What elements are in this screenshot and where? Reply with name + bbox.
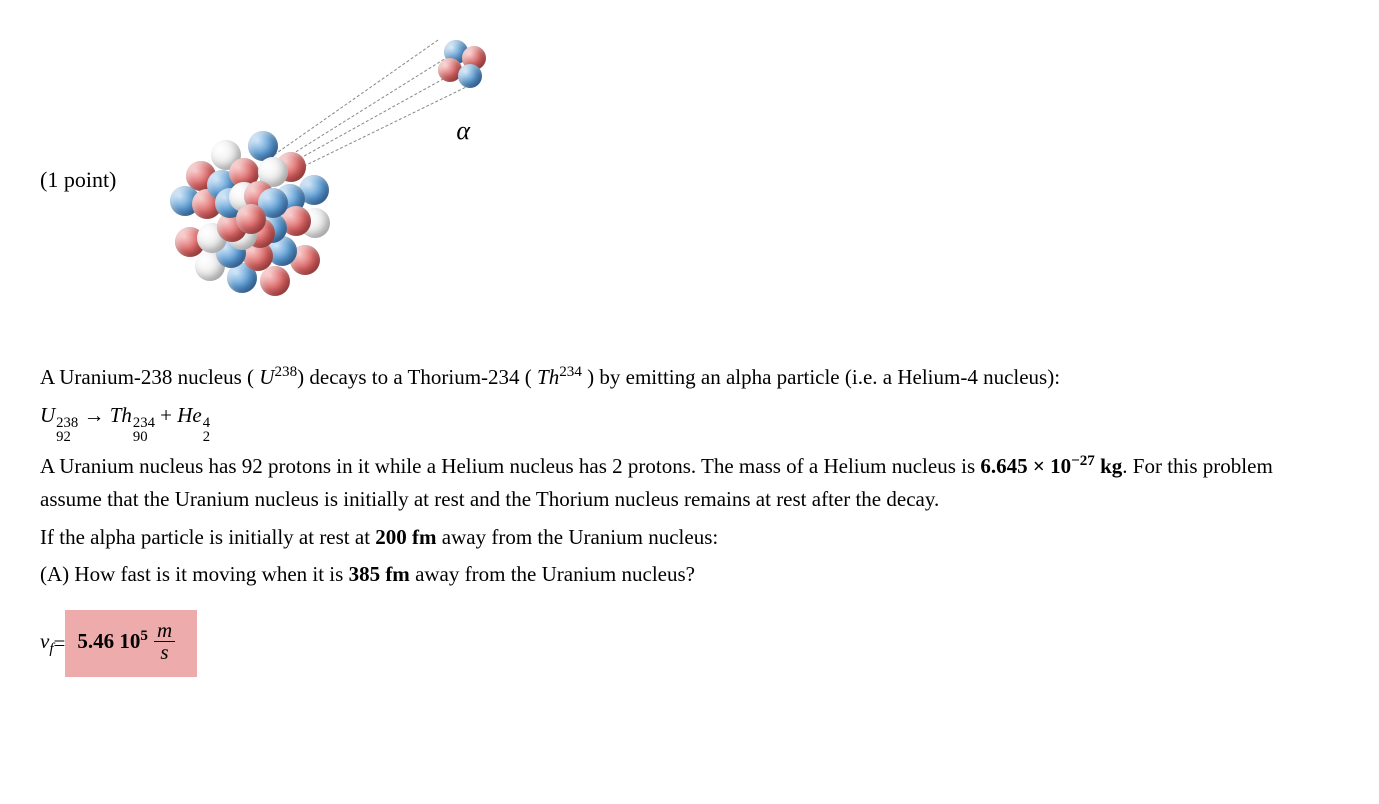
- answer-row: vf = 5.46 105 m s: [40, 610, 1339, 677]
- unit-fraction: m s: [154, 620, 175, 663]
- decay-diagram: α: [136, 30, 536, 330]
- answer-lhs: vf: [40, 625, 54, 661]
- decay-equation: U23892 → Th23490 + He42: [40, 399, 1339, 445]
- mass-line: A Uranium nucleus has 92 protons in it w…: [40, 449, 1339, 517]
- question-A: (A) How fast is it moving when it is 385…: [40, 558, 1339, 592]
- points-label: (1 point): [40, 162, 116, 197]
- answer-input-box[interactable]: 5.46 105 m s: [65, 610, 197, 677]
- problem-text: A Uranium-238 nucleus ( U238) decays to …: [40, 360, 1339, 592]
- uranium-nucleus: [166, 130, 336, 300]
- alpha-particle: [436, 40, 496, 100]
- intro-line: A Uranium-238 nucleus ( U238) decays to …: [40, 360, 1339, 395]
- header-row: (1 point) α: [40, 30, 1339, 330]
- alpha-label: α: [456, 110, 470, 152]
- setup-line: If the alpha particle is initially at re…: [40, 521, 1339, 555]
